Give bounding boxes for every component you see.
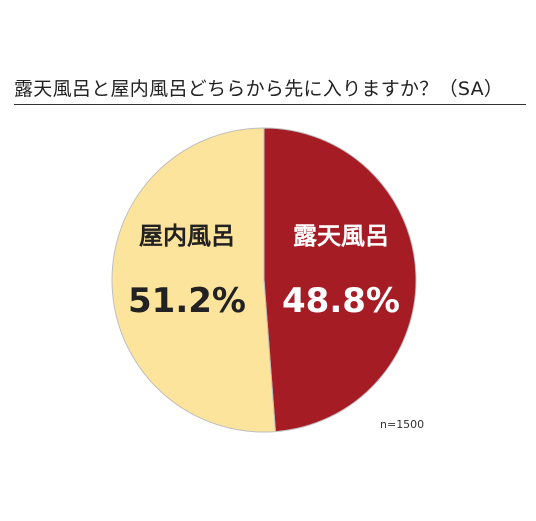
title-rule [14, 104, 526, 105]
chart-title: 露天風呂と屋内風呂どちらから先に入りますか？（SA） [14, 78, 504, 100]
pie-slice-okunaiburo [111, 127, 276, 433]
pie-slice-rotenburo [263, 127, 417, 433]
slice-name-label: 露天風呂 [293, 222, 389, 250]
sample-size-note: n=1500 [380, 418, 425, 431]
slice-name-label: 屋内風呂 [139, 222, 235, 250]
slice-value-label: 51.2% [128, 281, 246, 321]
slice-value-label: 48.8% [282, 281, 400, 321]
